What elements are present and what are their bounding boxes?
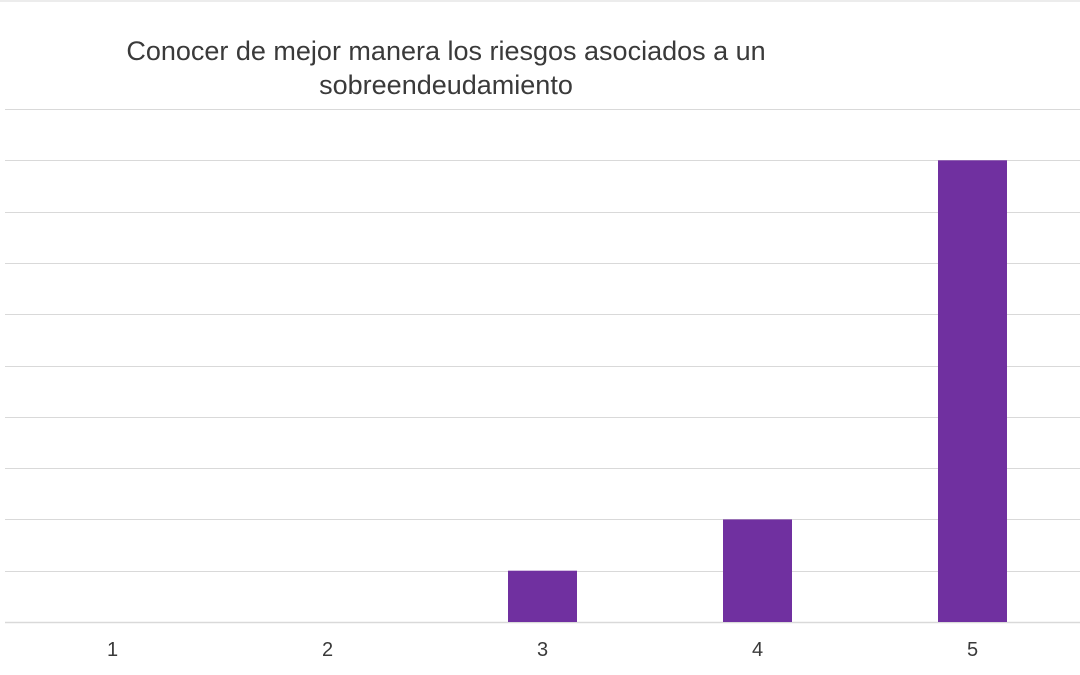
x-tick-label: 1: [107, 639, 118, 661]
x-tick-label: 4: [752, 639, 763, 661]
x-tick-label: 2: [322, 639, 333, 661]
bars: [508, 160, 1007, 623]
bar-3: [508, 570, 577, 622]
x-tick-label: 5: [967, 639, 978, 661]
x-tick-labels: 1 2 3 4 5: [107, 639, 978, 661]
bar-4: [723, 519, 792, 622]
x-tick-label: 3: [537, 639, 548, 661]
grid-lines: [5, 109, 1080, 624]
bar-5: [938, 160, 1007, 623]
chart-title: Conocer de mejor manera los riesgos asoc…: [126, 36, 766, 100]
